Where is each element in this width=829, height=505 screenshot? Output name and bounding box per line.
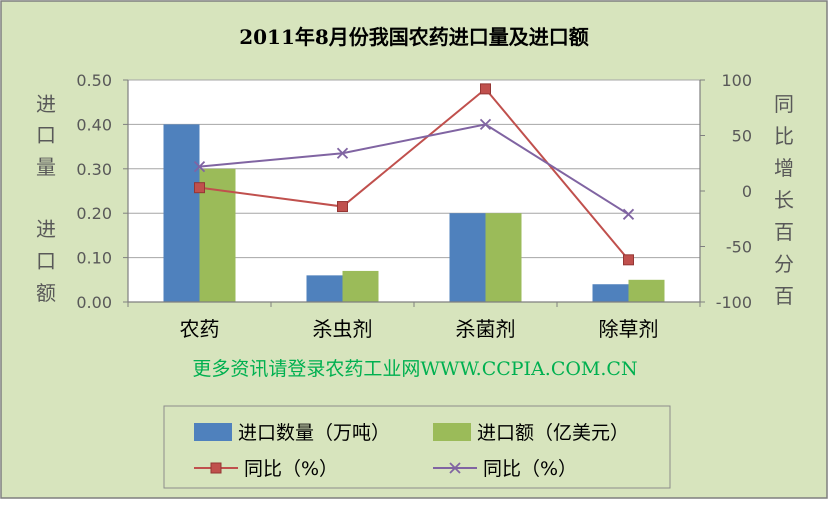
legend-label: 同比（%）	[244, 458, 338, 480]
category-label: 杀虫剂	[313, 317, 373, 341]
axis-label-char: 比	[774, 124, 794, 148]
axis-label-char: 分	[774, 252, 794, 276]
left-tick-label: 0.20	[76, 204, 112, 223]
point-marker	[193, 160, 206, 173]
bar	[306, 275, 343, 302]
legend-box	[163, 405, 671, 489]
axis-label-char: 同	[774, 92, 794, 116]
point-marker	[480, 83, 491, 95]
point-marker	[622, 208, 635, 220]
legend-swatch	[433, 423, 471, 441]
legend-label: 进口数量（万吨）	[238, 422, 390, 444]
legend-label: 进口额（亿美元）	[477, 422, 629, 444]
left-tick-label: 0.50	[76, 71, 112, 90]
axis-label-char: 量	[36, 155, 56, 179]
left-tick-label: 0.40	[76, 115, 112, 134]
series-line	[199, 123, 630, 216]
chart-title: 2011年8月份我国农药进口量及进口额	[239, 25, 589, 49]
bar	[592, 284, 629, 302]
bars	[163, 124, 665, 303]
left-tick-label: 0.10	[76, 249, 112, 268]
point-marker	[337, 201, 348, 213]
axis-label-char: 进	[36, 217, 56, 241]
category-label: 除草剂	[599, 317, 659, 341]
right-tick-label: 50	[732, 127, 752, 146]
right-tick-label: 100	[721, 71, 752, 90]
axis-label-char: 长	[774, 188, 794, 212]
series-lines	[193, 83, 635, 266]
point-marker	[194, 182, 205, 194]
axis-label-char: 百	[774, 284, 794, 308]
bar	[485, 213, 522, 302]
axis-label-char: 额	[36, 281, 56, 305]
legend-label: 同比（%）	[483, 458, 577, 480]
right-tick-label: -100	[716, 293, 752, 312]
point-marker	[623, 254, 634, 266]
legend: 进口数量（万吨） 进口额（亿美元） 同比（%） 同比（%）	[194, 422, 629, 480]
left-tick-label: 0.30	[76, 160, 112, 179]
bar	[628, 279, 665, 302]
category-label: 杀菌剂	[456, 317, 516, 341]
axis-label-char: 增	[774, 156, 794, 180]
watermark-text: 更多资讯请登录农药工业网WWW.CCPIA.COM.CN	[192, 358, 637, 380]
axis-label-char: 口	[36, 123, 56, 147]
legend-marker	[449, 462, 461, 474]
bar	[449, 213, 486, 302]
series-line	[199, 87, 630, 261]
bar	[342, 270, 379, 302]
axis-label-char: 进	[36, 92, 56, 116]
point-marker	[479, 118, 492, 131]
axis-label-char: 百	[774, 220, 794, 244]
legend-swatch	[194, 423, 232, 441]
legend-marker	[210, 462, 222, 474]
point-marker	[336, 147, 349, 159]
right-tick-label: 0	[742, 182, 752, 201]
axes: 0.00 0.10 0.20 0.30 0.40 0.50 -100 -50 0 50 100 农药 杀…	[76, 71, 752, 341]
axis-label-char: 口	[36, 249, 56, 273]
bar	[163, 124, 200, 303]
left-tick-label: 0.00	[76, 293, 112, 312]
category-label: 农药	[180, 317, 220, 341]
right-tick-label: -50	[726, 238, 752, 257]
